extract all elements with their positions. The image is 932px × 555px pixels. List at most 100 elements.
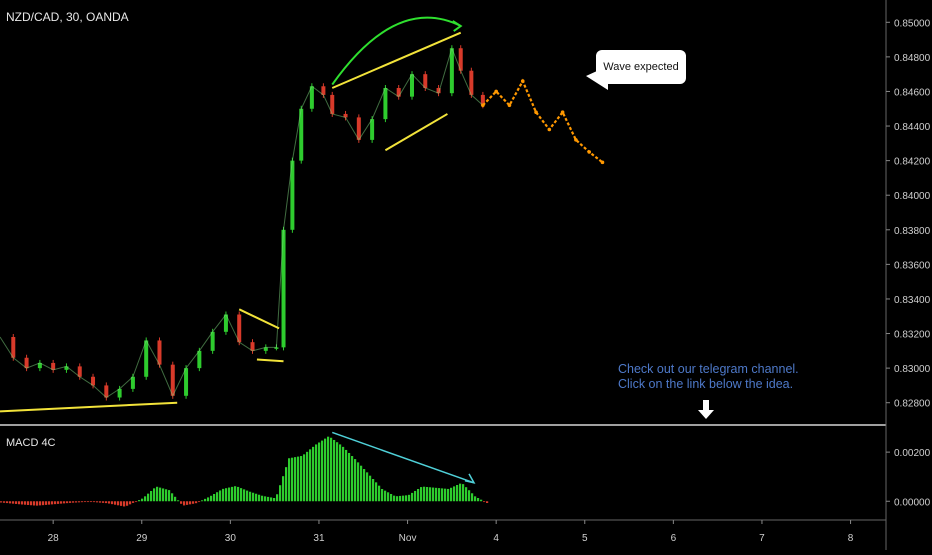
- macd-bar: [153, 488, 156, 502]
- macd-bar: [174, 496, 177, 502]
- macd-bar: [258, 494, 261, 502]
- macd-bar: [186, 501, 189, 505]
- macd-bar: [405, 495, 408, 502]
- macd-bar: [480, 499, 483, 502]
- macd-bar: [318, 442, 321, 502]
- projection-point: [520, 79, 525, 83]
- macd-bar: [333, 439, 336, 502]
- projection-point: [507, 103, 512, 108]
- macd-bar: [327, 436, 330, 502]
- price-candle: [117, 388, 122, 398]
- macd-bar: [231, 486, 234, 502]
- callout-bubble: Wave expected: [596, 50, 686, 84]
- macd-bar: [84, 501, 87, 503]
- macd-bar: [387, 492, 390, 502]
- price-candle: [37, 362, 42, 369]
- time-tick-label: 28: [48, 533, 60, 544]
- price-candle: [449, 48, 454, 94]
- price-candle: [157, 340, 162, 365]
- macd-bar: [18, 501, 21, 505]
- macd-bar: [27, 501, 30, 505]
- macd-bar: [279, 485, 282, 502]
- projection-point: [574, 138, 578, 142]
- macd-bar: [54, 501, 57, 505]
- macd-bar: [339, 444, 342, 502]
- macd-bar: [138, 500, 141, 502]
- trendline: [331, 31, 462, 89]
- projection-point: [534, 110, 538, 115]
- macd-bar: [435, 487, 438, 502]
- price-candle: [223, 314, 228, 332]
- macd-bar: [36, 501, 39, 506]
- macd-bar: [330, 437, 333, 502]
- macd-bar: [183, 501, 186, 506]
- macd-bar: [108, 501, 111, 504]
- price-tick-label: 0.85000: [894, 18, 931, 29]
- macd-bar: [324, 438, 327, 502]
- macd-bar: [45, 501, 48, 505]
- macd-bar: [240, 488, 243, 502]
- macd-bar: [363, 469, 366, 502]
- price-tick-label: 0.84400: [894, 122, 931, 133]
- price-candle: [309, 86, 314, 109]
- macd-bar: [21, 501, 24, 505]
- projection-point: [587, 150, 591, 154]
- macd-bar: [384, 490, 387, 502]
- macd-bar: [237, 486, 240, 502]
- macd-bar: [369, 475, 372, 502]
- time-tick-label: 30: [225, 533, 237, 544]
- macd-bar: [126, 501, 129, 506]
- macd-bar: [390, 493, 393, 502]
- macd-bar: [150, 490, 153, 502]
- price-candle: [343, 113, 348, 118]
- price-candle: [104, 385, 109, 398]
- macd-bar: [408, 494, 411, 502]
- macd-bar: [225, 488, 228, 502]
- macd-bar: [348, 452, 351, 502]
- price-candle: [64, 366, 69, 370]
- macd-bar: [219, 490, 222, 502]
- macd-bar: [351, 456, 354, 502]
- macd-bar: [372, 479, 375, 502]
- price-candle: [130, 376, 135, 389]
- price-candle: [51, 362, 56, 370]
- time-tick-label: 6: [671, 533, 677, 544]
- macd-bar: [312, 446, 315, 502]
- macd-bar: [264, 496, 267, 502]
- macd-bar: [432, 487, 435, 502]
- projection-point: [494, 89, 498, 94]
- price-candle: [383, 88, 388, 120]
- macd-bar: [180, 501, 183, 504]
- macd-bar: [123, 501, 126, 507]
- divergence-line: [331, 431, 475, 484]
- macd-bar: [294, 457, 297, 502]
- price-candle: [263, 347, 268, 351]
- time-tick-label: 31: [313, 533, 325, 544]
- price-candle: [11, 337, 16, 358]
- price-candle: [144, 340, 149, 377]
- macd-bar: [360, 465, 363, 502]
- macd-bar: [69, 501, 72, 503]
- macd-bar: [285, 467, 288, 502]
- macd-bar: [453, 486, 456, 502]
- macd-bar: [210, 495, 213, 502]
- price-candle: [197, 350, 202, 369]
- macd-bar: [3, 501, 6, 503]
- macd-bar: [420, 487, 423, 502]
- price-candle: [480, 94, 485, 106]
- price-tick-label: 0.83600: [894, 260, 931, 271]
- price-tick-label: 0.84800: [894, 53, 931, 64]
- macd-bar: [468, 490, 471, 502]
- price-tick-label: 0.84200: [894, 157, 931, 168]
- macd-bar: [375, 482, 378, 502]
- macd-tick-label: 0.00000: [894, 497, 931, 508]
- macd-bar: [87, 501, 90, 503]
- macd-bar: [177, 500, 180, 502]
- arc-arrowhead: [452, 20, 463, 32]
- trendline: [0, 401, 178, 413]
- macd-bar: [309, 449, 312, 502]
- time-tick-label: 8: [848, 533, 854, 544]
- macd-bar: [192, 501, 195, 504]
